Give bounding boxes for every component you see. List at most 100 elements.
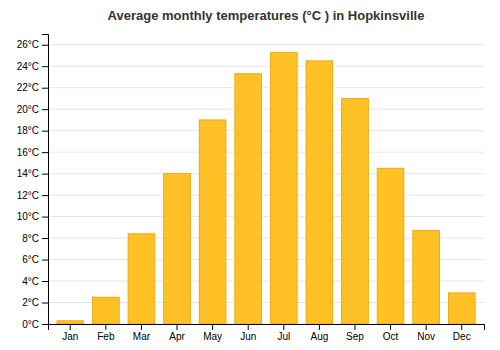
grid-line: [48, 44, 484, 45]
x-tick-label: Dec: [453, 331, 471, 342]
y-tick-mark: [42, 217, 48, 218]
y-tick-label: 2°C: [22, 297, 39, 308]
y-tick: 0°C: [22, 319, 48, 330]
grid-line: [48, 173, 484, 174]
bar: [413, 231, 440, 324]
x-tick-label: May: [203, 331, 222, 342]
x-tick: Dec: [453, 324, 471, 342]
bar: [235, 74, 262, 324]
bar: [306, 61, 333, 324]
grid-line: [48, 152, 484, 153]
y-tick-label: 18°C: [17, 125, 39, 136]
x-tick-label: Aug: [310, 331, 328, 342]
y-tick-label: 12°C: [17, 190, 39, 201]
x-tick-mark: [319, 324, 320, 330]
y-tick-mark: [42, 260, 48, 261]
y-axis: 0°C 2°C 4°C 6°C 8°C 10°C 12°C 14°C 16°C 18°C 20°C 2…: [17, 35, 49, 330]
grid-line: [48, 195, 484, 196]
bar: [342, 98, 369, 324]
grid-line: [48, 87, 484, 88]
y-axis-line: [42, 35, 49, 325]
x-tick: Feb: [97, 324, 115, 342]
y-tick-label: 26°C: [17, 39, 39, 50]
bars: [57, 52, 475, 324]
x-tick-mark: [177, 324, 178, 330]
y-tick-mark: [42, 238, 48, 239]
x-tick-mark: [212, 324, 213, 330]
grid-line: [48, 66, 484, 67]
chart-container: Average monthly temperatures (°C ) in Ho…: [0, 0, 500, 350]
x-tick-mark: [283, 324, 284, 330]
y-tick: 12°C: [17, 190, 48, 201]
x-tick: May: [203, 324, 222, 342]
x-tick-label: Mar: [133, 331, 151, 342]
y-tick-mark: [42, 174, 48, 175]
x-tick-mark: [248, 324, 249, 330]
grid-line: [48, 130, 484, 131]
y-tick: 26°C: [17, 39, 48, 50]
y-tick-label: 16°C: [17, 147, 39, 158]
y-tick: 14°C: [17, 168, 48, 179]
y-tick-mark: [42, 88, 48, 89]
y-tick: 24°C: [17, 61, 48, 72]
x-tick: Jul: [277, 324, 290, 342]
y-tick-label: 6°C: [22, 254, 39, 265]
x-tick-mark: [461, 324, 462, 330]
x-tick: Jun: [240, 324, 256, 342]
y-tick-mark: [42, 109, 48, 110]
x-tick-label: Sep: [346, 331, 364, 342]
y-tick-label: 8°C: [22, 233, 39, 244]
bar: [128, 234, 155, 324]
y-tick-label: 22°C: [17, 82, 39, 93]
x-tick-label: Nov: [417, 331, 435, 342]
bar: [448, 293, 475, 324]
x-tick-mark: [426, 324, 427, 330]
y-tick: 18°C: [17, 125, 48, 136]
y-tick-mark: [42, 152, 48, 153]
y-tick-mark: [42, 66, 48, 67]
x-axis-line: [49, 325, 485, 331]
y-tick-mark: [42, 195, 48, 196]
x-tick: Nov: [417, 324, 435, 342]
y-tick-label: 4°C: [22, 276, 39, 287]
x-tick-label: Jan: [62, 331, 78, 342]
y-tick: 20°C: [17, 104, 48, 115]
bar: [92, 297, 119, 324]
y-tick-label: 0°C: [22, 319, 39, 330]
bar: [57, 321, 84, 324]
x-tick: Jan: [62, 324, 78, 342]
y-tick: 6°C: [22, 254, 48, 265]
x-tick-label: Apr: [169, 331, 185, 342]
y-tick-label: 14°C: [17, 168, 39, 179]
x-tick: Oct: [383, 324, 399, 342]
grid-line: [48, 216, 484, 217]
bar: [164, 174, 191, 324]
y-tick-mark: [42, 324, 48, 325]
x-tick-label: Jun: [240, 331, 256, 342]
y-tick: 10°C: [17, 211, 48, 222]
x-tick-label: Feb: [97, 331, 115, 342]
y-tick: 8°C: [22, 233, 48, 244]
plot-area: 0°C 2°C 4°C 6°C 8°C 10°C 12°C 14°C 16°C 18°C 20°C 2…: [17, 35, 485, 343]
bar: [270, 52, 297, 324]
y-tick-mark: [42, 281, 48, 282]
x-tick: Apr: [169, 324, 185, 342]
y-tick: 2°C: [22, 297, 48, 308]
x-tick-label: Oct: [383, 331, 399, 342]
x-tick: Aug: [310, 324, 328, 342]
x-tick-mark: [390, 324, 391, 330]
x-tick-label: Jul: [277, 331, 290, 342]
y-tick: 22°C: [17, 82, 48, 93]
x-tick: Mar: [133, 324, 151, 342]
chart-title: Average monthly temperatures (°C ) in Ho…: [108, 8, 425, 23]
x-tick-mark: [141, 324, 142, 330]
bar: [377, 168, 404, 324]
y-tick-mark: [42, 131, 48, 132]
y-tick: 16°C: [17, 147, 48, 158]
y-tick-label: 24°C: [17, 61, 39, 72]
chart-svg: Average monthly temperatures (°C ) in Ho…: [0, 0, 500, 350]
y-tick-label: 20°C: [17, 104, 39, 115]
x-axis: Jan Feb Mar Apr May Jun Jul Aug Sep Oct Nov Dec: [49, 324, 485, 342]
grid-line: [48, 109, 484, 110]
y-tick-mark: [42, 45, 48, 46]
